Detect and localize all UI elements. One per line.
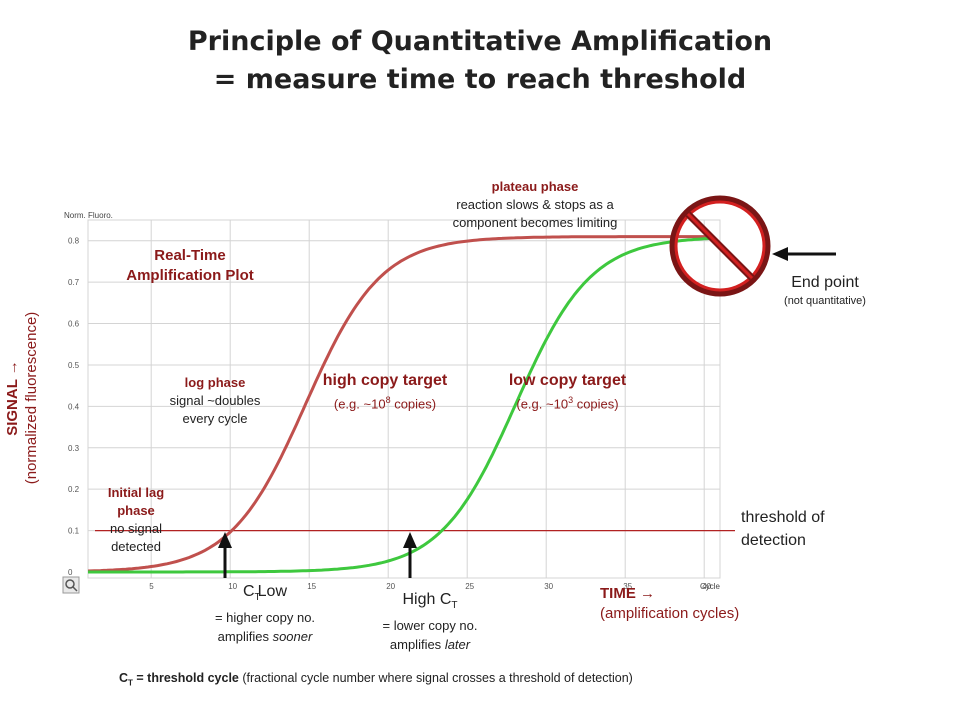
footer-rest: (fractional cycle number where signal cr… (238, 671, 633, 685)
low-copy-count-exp: 3 (568, 395, 574, 405)
x-tick-label: 35 (623, 582, 632, 591)
low-copy-title: low copy target (508, 372, 627, 389)
lag-phase-desc-1: no signal (109, 521, 163, 536)
ct-high-desc-1: = lower copy no. (382, 618, 478, 634)
ct-low-desc-2: amplifies sooner (185, 627, 345, 646)
plot-title-line-2: Amplification Plot (126, 267, 254, 284)
low-copy-annotation: low copy target (e.g. ~103 copies) (485, 370, 650, 412)
ct-low-desc-1: = higher copy no. (214, 610, 316, 626)
lag-phase-desc-2: detected (111, 539, 161, 554)
time-axis-title: TIME → (600, 585, 655, 602)
end-point-annotation: End point (not quantitative) (755, 272, 895, 309)
x-tick-label: 5 (149, 582, 154, 591)
low-copy-curve (88, 236, 711, 574)
x-tick-label: 40 (702, 582, 711, 591)
y-tick-label: 0.6 (68, 320, 80, 329)
high-copy-count: (e.g. ~108 copies) (300, 392, 470, 412)
ct-low-sub: T (254, 592, 261, 604)
ct-low-title: CTLow (185, 582, 345, 608)
plot-frame (87, 219, 721, 579)
x-tick-label: 30 (544, 582, 553, 591)
ct-high-desc-2: amplifies later (360, 635, 500, 654)
ct-low-word: Low (257, 583, 288, 600)
ct-high-c: High C (402, 591, 452, 608)
y-axis-title: Norm. Fluoro. (64, 211, 113, 220)
x-axis-title: Cycle (700, 582, 721, 591)
threshold-label-2: detection (741, 532, 806, 549)
end-point-note: (not quantitative) (784, 295, 866, 307)
ct-low-desc-2-pre: amplifies (217, 629, 273, 645)
y-tick-label: 0.3 (68, 444, 80, 453)
high-copy-count-exp: 8 (385, 395, 391, 405)
plateau-title: plateau phase (491, 179, 579, 194)
log-phase-annotation: log phase signal ~doubles every cycle (150, 374, 280, 428)
end-point-label: End point (791, 274, 859, 291)
signal-axis-title: SIGNAL → (4, 360, 21, 436)
footer-definition: CT = threshold cycle (fractional cycle n… (119, 669, 633, 693)
high-copy-title: high copy target (322, 372, 448, 389)
lag-phase-title-1: Initial lag (107, 485, 165, 500)
threshold-annotation: threshold of detection (741, 506, 825, 552)
footer-c: C (119, 671, 129, 685)
high-copy-count-post: copies) (390, 396, 437, 412)
y-tick-label: 0.5 (68, 361, 80, 370)
x-tick-label: 10 (228, 582, 237, 591)
high-copy-count-pre: (e.g. ~10 (333, 396, 386, 412)
y-tick-label: 0.7 (68, 278, 80, 287)
plateau-annotation: plateau phase reaction slows & stops as … (410, 178, 660, 232)
x-tick-label: 15 (307, 582, 316, 591)
plot-ticks: 0 0.1 0.2 0.3 0.4 0.5 0.6 0.7 0.8 5 10 15 20 25 30 35 40 (68, 237, 712, 591)
ct-high-annotation: High CT = lower copy no. amplifies later (360, 590, 500, 654)
y-tick-label: 0.8 (68, 237, 80, 246)
ct-low-annotation: CTLow = higher copy no. amplifies sooner (185, 582, 345, 646)
low-copy-count-post: copies) (573, 396, 619, 412)
signal-axis-label: SIGNAL → (normalized fluorescence) (3, 248, 41, 548)
y-tick-label: 0.4 (68, 402, 80, 411)
y-tick-label: 0 (68, 568, 73, 577)
time-axis-label: TIME → (amplification cycles) (600, 584, 739, 624)
ct-high-title: High CT (360, 590, 500, 616)
ct-high-desc-2-pre: amplifies (389, 637, 445, 653)
x-tick-label: 20 (386, 582, 395, 591)
high-copy-curve (87, 235, 711, 573)
lag-phase-title-2: phase (117, 503, 155, 518)
high-copy-annotation: high copy target (e.g. ~108 copies) (300, 370, 470, 412)
ct-high-desc-2-em: later (444, 637, 471, 653)
log-phase-desc-1: signal ~doubles (169, 393, 261, 408)
ct-low-c: C (242, 583, 255, 600)
footer-bold: = threshold cycle (132, 671, 239, 685)
log-phase-desc-2: every cycle (182, 411, 248, 426)
y-tick-label: 0.2 (68, 485, 80, 494)
ct-high-arrow-icon (403, 532, 417, 578)
footer-sub: T (128, 678, 133, 688)
no-sign-icon (669, 195, 771, 297)
zoom-icon (62, 576, 80, 594)
low-copy-count: (e.g. ~103 copies) (485, 392, 650, 412)
low-copy-count-pre: (e.g. ~10 (516, 396, 569, 412)
end-point-arrow-icon (772, 247, 836, 261)
plot-title: Real-Time Amplification Plot (100, 246, 280, 286)
title-line-1: Principle of Quantitative Amplification (187, 26, 773, 57)
plot-title-line-1: Real-Time (154, 247, 226, 264)
x-tick-label: 25 (465, 582, 474, 591)
log-phase-title: log phase (184, 375, 246, 390)
threshold-label-1: threshold of (741, 509, 825, 526)
ct-low-desc-2-em: sooner (272, 629, 313, 645)
signal-axis-subtitle: (normalized fluorescence) (23, 311, 40, 485)
time-axis-subtitle: (amplification cycles) (600, 605, 740, 622)
y-tick-label: 0.1 (68, 527, 80, 536)
lag-phase-annotation: Initial lag phase no signal detected (86, 484, 186, 556)
ct-low-arrow-icon (218, 532, 232, 578)
plateau-desc-1: reaction slows & stops as a (456, 197, 614, 212)
ct-high-sub: T (451, 600, 458, 612)
plot-grid (87, 219, 721, 579)
title-line-2: = measure time to reach threshold (213, 64, 747, 95)
plateau-desc-2: component becomes limiting (452, 215, 618, 230)
